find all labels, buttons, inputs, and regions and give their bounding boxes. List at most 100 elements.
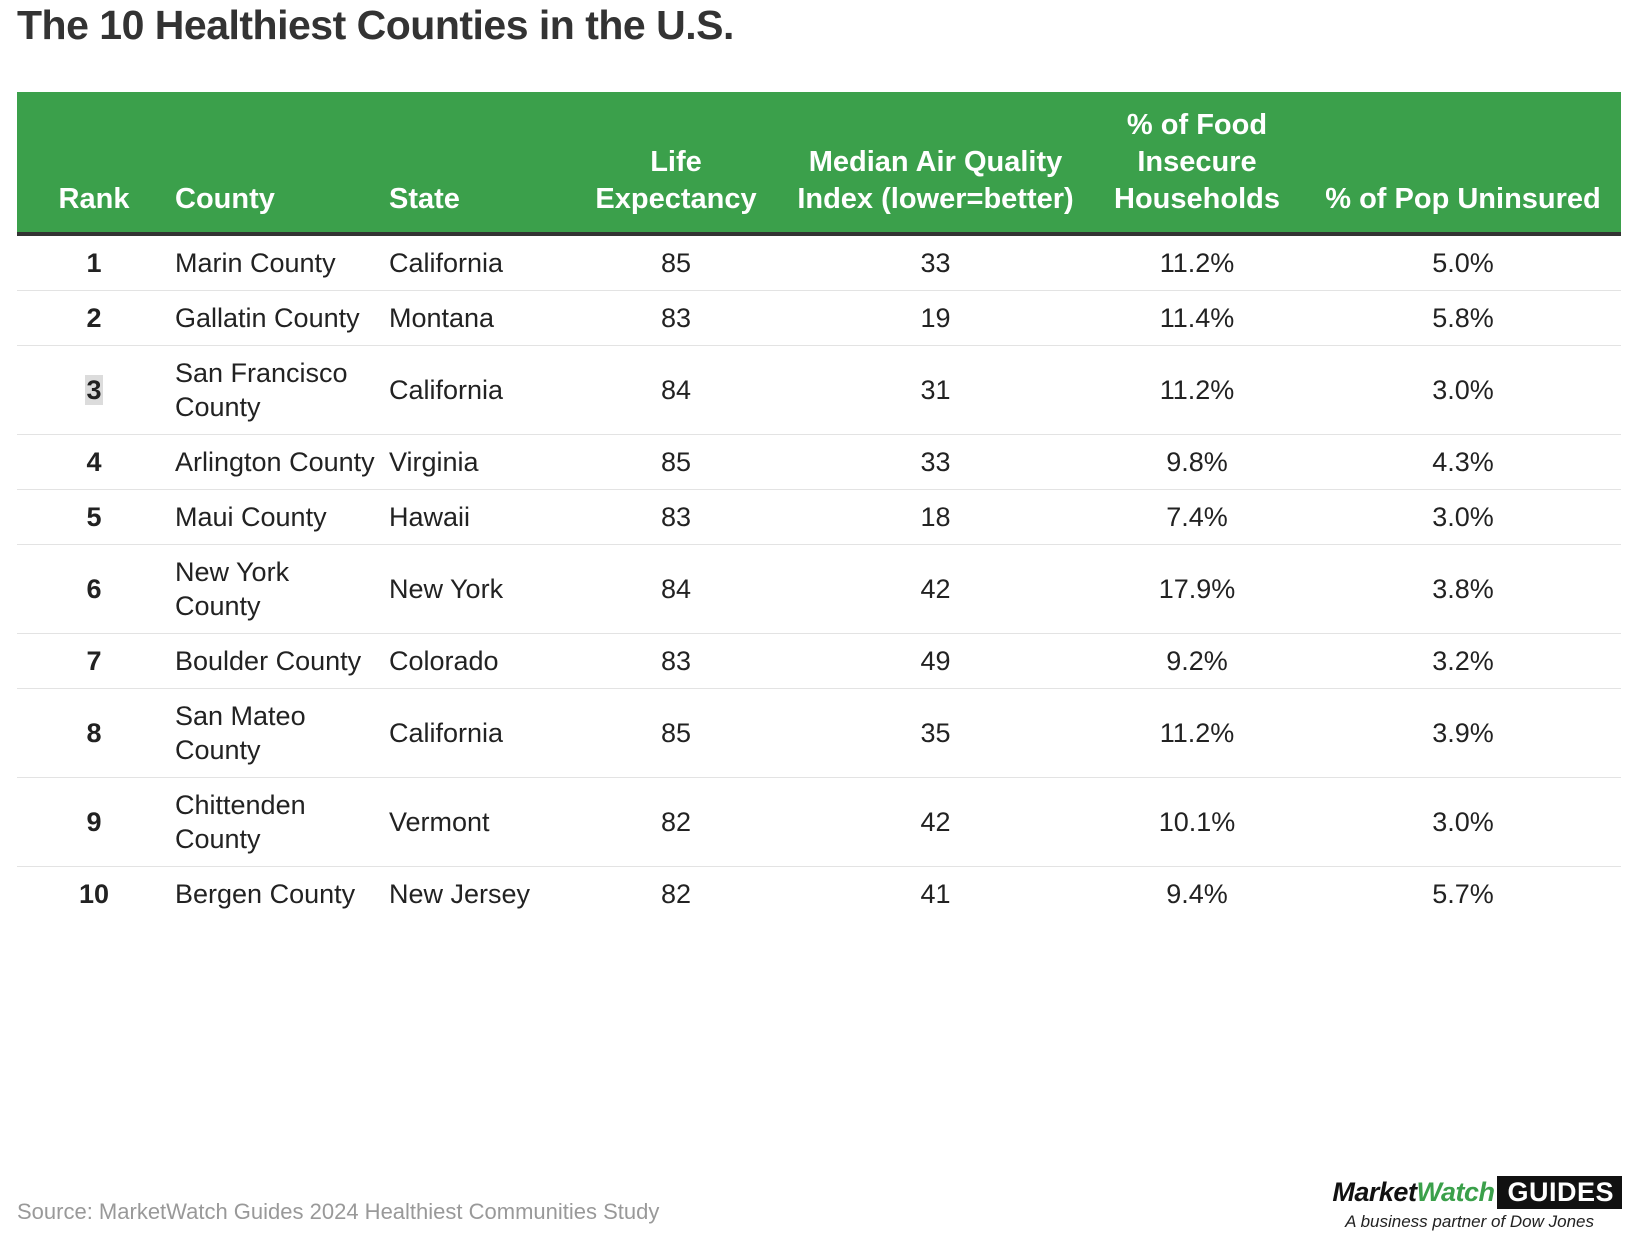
cell-uninsured: 4.3% (1305, 434, 1621, 490)
table-row: 7 Boulder County Colorado 83 49 9.2% 3.2% (17, 633, 1621, 689)
cell-value: 33 (920, 447, 951, 477)
cell-life-expectancy: 85 (570, 234, 782, 291)
cell-value: 83 (660, 303, 692, 333)
cell-life-expectancy: 82 (570, 867, 782, 922)
cell-value: 41 (920, 879, 951, 909)
cell-value: 11.4% (1159, 303, 1235, 333)
cell-air-quality: 19 (782, 290, 1089, 346)
cell-value: San Mateo County (175, 701, 306, 765)
cell-county: New York County (171, 544, 385, 634)
cell-air-quality: 41 (782, 867, 1089, 922)
cell-uninsured: 5.0% (1305, 234, 1621, 291)
cell-value: 1 (86, 248, 102, 278)
cell-rank: 5 (17, 489, 171, 545)
cell-state: California (385, 345, 570, 435)
cell-value: California (389, 375, 504, 405)
cell-value: 33 (920, 248, 951, 278)
cell-food-insecure: 17.9% (1089, 544, 1305, 634)
cell-life-expectancy: 83 (570, 489, 782, 545)
cell-rank: 6 (17, 544, 171, 634)
brand-tagline: A business partner of Dow Jones (1345, 1212, 1594, 1231)
cell-value: New Jersey (389, 879, 531, 909)
cell-value: Arlington County (175, 447, 375, 477)
cell-value: 84 (660, 574, 692, 604)
cell-value: San Francisco County (175, 358, 348, 422)
cell-state: Hawaii (385, 489, 570, 545)
cell-value: 42 (920, 574, 951, 604)
cell-rank: 7 (17, 633, 171, 689)
cell-county: Gallatin County (171, 290, 385, 346)
cell-state: New York (385, 544, 570, 634)
cell-rank: 3 (17, 345, 171, 435)
cell-rank: 2 (17, 290, 171, 346)
cell-value: 3.2% (1432, 646, 1494, 676)
cell-value: Colorado (389, 646, 499, 676)
cell-county: Maui County (171, 489, 385, 545)
cell-uninsured: 3.8% (1305, 544, 1621, 634)
column-header-state: State (385, 92, 570, 236)
cell-value: 2 (86, 303, 102, 333)
cell-rank: 9 (17, 777, 171, 867)
cell-value: 3.0% (1432, 375, 1494, 405)
cell-value: 3 (85, 375, 103, 405)
cell-value: Gallatin County (175, 303, 360, 333)
cell-value: Bergen County (175, 879, 356, 909)
column-header-uninsured: % of Pop Uninsured (1305, 92, 1621, 236)
cell-value: 84 (660, 375, 692, 405)
brand-watch-text: Watch (1416, 1177, 1495, 1207)
cell-value: 82 (660, 879, 692, 909)
cell-air-quality: 42 (782, 544, 1089, 634)
table-row: 2 Gallatin County Montana 83 19 11.4% 5.8% (17, 290, 1621, 346)
cell-life-expectancy: 83 (570, 633, 782, 689)
cell-value: 17.9% (1158, 574, 1236, 604)
cell-value: California (389, 248, 504, 278)
cell-food-insecure: 7.4% (1089, 489, 1305, 545)
table-row: 6 New York County New York 84 42 17.9% 3.8% (17, 544, 1621, 634)
cell-state: Colorado (385, 633, 570, 689)
table-row: 10 Bergen County New Jersey 82 41 9.4% 5.7% (17, 867, 1621, 922)
table-row: 1 Marin County California 85 33 11.2% 5.0% (17, 234, 1621, 291)
cell-air-quality: 31 (782, 345, 1089, 435)
cell-life-expectancy: 85 (570, 434, 782, 490)
table-row: 9 Chittenden County Vermont 82 42 10.1% 3.0% (17, 777, 1621, 867)
cell-county: Chittenden County (171, 777, 385, 867)
cell-rank: 8 (17, 688, 171, 778)
cell-state: California (385, 688, 570, 778)
cell-value: 11.2% (1159, 248, 1235, 278)
cell-value: 18 (920, 502, 951, 532)
cell-value: 35 (920, 718, 951, 748)
cell-value: 5 (86, 502, 102, 532)
cell-uninsured: 3.9% (1305, 688, 1621, 778)
cell-county: San Mateo County (171, 688, 385, 778)
column-header-life-expectancy: Life Expectancy (570, 92, 782, 236)
cell-value: 6 (86, 574, 102, 604)
cell-rank: 1 (17, 234, 171, 291)
cell-value: 9 (86, 807, 102, 837)
cell-uninsured: 5.7% (1305, 867, 1621, 922)
cell-life-expectancy: 84 (570, 544, 782, 634)
cell-air-quality: 33 (782, 434, 1089, 490)
cell-uninsured: 3.0% (1305, 345, 1621, 435)
cell-food-insecure: 11.2% (1089, 345, 1305, 435)
cell-air-quality: 42 (782, 777, 1089, 867)
cell-value: 4.3% (1432, 447, 1494, 477)
cell-value: Maui County (175, 502, 327, 532)
cell-value: 7.4% (1166, 502, 1228, 532)
brand-marketwatch: MarketWatch (1332, 1177, 1495, 1208)
cell-value: New York (389, 574, 504, 604)
cell-value: Virginia (389, 447, 479, 477)
cell-value: 3.8% (1432, 574, 1494, 604)
cell-state: Virginia (385, 434, 570, 490)
cell-county: Marin County (171, 234, 385, 291)
cell-state: New Jersey (385, 867, 570, 922)
table-row: 4 Arlington County Virginia 85 33 9.8% 4.3% (17, 434, 1621, 490)
cell-value: 7 (86, 646, 102, 676)
table-row: 3 San Francisco County California 84 31 11.2%… (17, 345, 1621, 435)
cell-value: Montana (389, 303, 495, 333)
cell-rank: 4 (17, 434, 171, 490)
cell-life-expectancy: 85 (570, 688, 782, 778)
cell-food-insecure: 11.4% (1089, 290, 1305, 346)
column-header-food-insecure: % of Food Insecure Households (1089, 92, 1305, 236)
source-note: Source: MarketWatch Guides 2024 Healthie… (17, 1199, 660, 1224)
cell-uninsured: 3.0% (1305, 777, 1621, 867)
